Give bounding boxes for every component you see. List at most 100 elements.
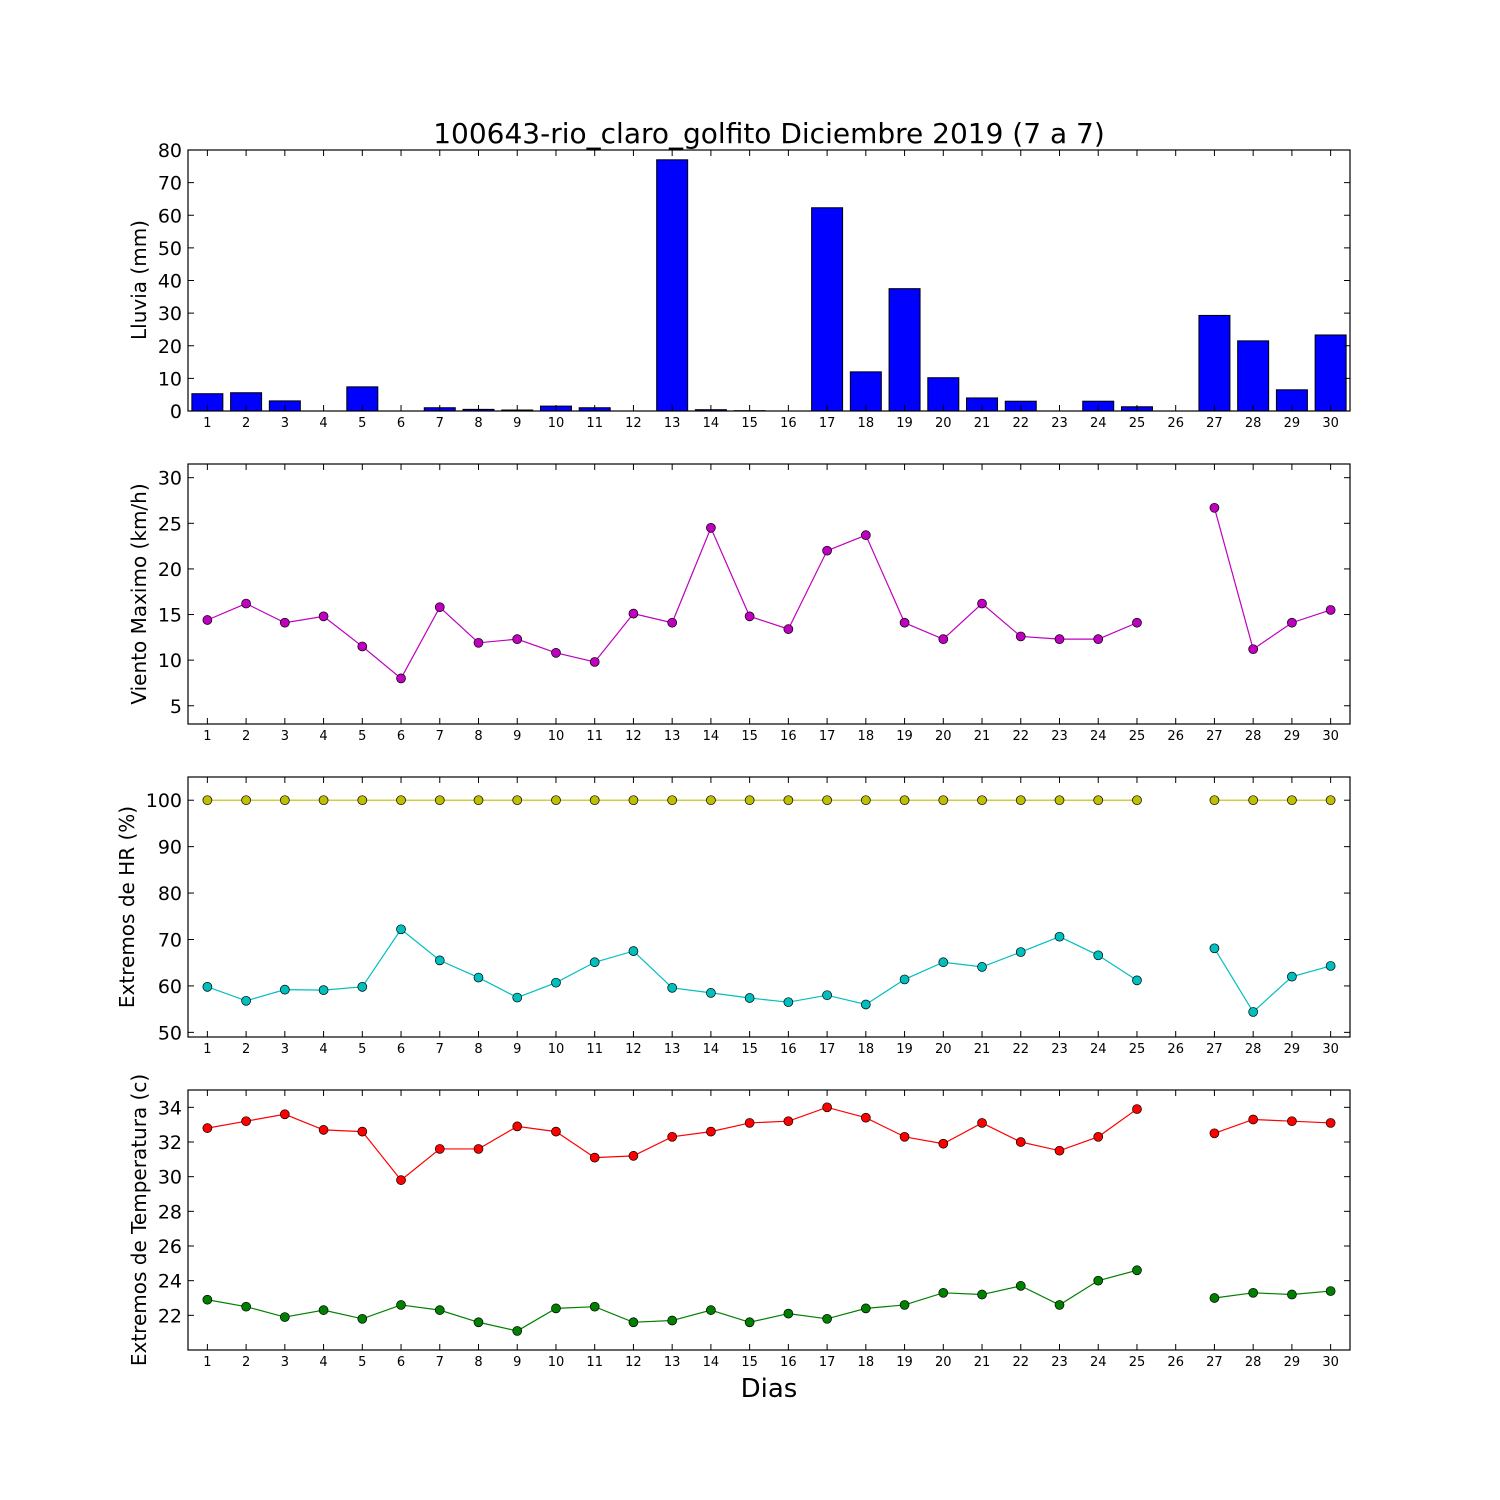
wind-y-tick-label: 15 xyxy=(158,605,182,627)
humidity-series-2-point-day-17 xyxy=(822,990,832,1001)
wind-x-tick-label: 23 xyxy=(1051,729,1068,744)
wind-series-1-point-day-29 xyxy=(1287,617,1297,628)
temperature-series-1-point-day-28 xyxy=(1248,1114,1259,1125)
temperature-series-2-point-day-25 xyxy=(1132,1265,1142,1276)
wind-x-tick-label: 28 xyxy=(1245,729,1262,744)
temperature-series-1-point-day-7 xyxy=(434,1144,445,1154)
humidity-x-tick-label: 2 xyxy=(242,1042,250,1057)
humidity-series-1-point-day-15 xyxy=(744,795,755,806)
temperature-x-tick-label: 13 xyxy=(664,1355,681,1370)
temperature-series-2-line-2 xyxy=(1214,1290,1331,1299)
humidity-series-1-point-day-18 xyxy=(860,795,871,806)
humidity-series-2-point-day-22 xyxy=(1015,947,1026,957)
temperature-series-1-point-day-10 xyxy=(551,1126,561,1137)
humidity-series-1-point-day-24 xyxy=(1093,795,1104,806)
rain-x-tick-label: 21 xyxy=(974,416,991,431)
humidity-series-1-point-day-3 xyxy=(279,795,290,806)
temperature-x-tick-label: 30 xyxy=(1322,1355,1339,1370)
panel-humidity: Extremos de HR (%) 1 2 3 4 5 6 7 8 9 10 11 12 13 14 15… xyxy=(115,776,1351,1057)
wind-series-1-point-day-24 xyxy=(1093,634,1104,645)
wind-x-tick-label: 12 xyxy=(625,729,642,744)
rain-x-tick-label: 16 xyxy=(780,416,797,431)
wind-x-tick-label: 15 xyxy=(741,729,758,744)
wind-series-1-point-day-27 xyxy=(1209,502,1220,513)
humidity-y-tick-label: 50 xyxy=(158,1022,182,1044)
wind-series-1-point-day-14 xyxy=(706,523,716,533)
temperature-series-1-point-day-5 xyxy=(357,1126,368,1137)
humidity-y-tick-label: 80 xyxy=(158,883,182,905)
rain-bar-day-30 xyxy=(1314,334,1347,412)
rain-x-tick-label: 20 xyxy=(935,416,952,431)
humidity-series-2-line-2 xyxy=(1213,948,1331,1013)
wind-series-1-point-day-15 xyxy=(744,611,755,622)
temperature-y-tick-label: 32 xyxy=(158,1132,182,1154)
wind-x-tick-label: 26 xyxy=(1167,729,1184,744)
rain-y-tick-label: 10 xyxy=(158,368,182,390)
wind-x-tick-label: 14 xyxy=(703,729,720,744)
temperature-series-1-point-day-21 xyxy=(977,1118,987,1128)
temperature-series-2-point-day-22 xyxy=(1015,1281,1026,1291)
temperature-x-tick-label: 28 xyxy=(1245,1355,1262,1370)
temperature-series-2-point-day-3 xyxy=(279,1312,290,1322)
wind-x-tick-label: 30 xyxy=(1322,729,1339,744)
humidity-series-2-point-day-13 xyxy=(667,982,678,993)
temperature-series-2-point-day-29 xyxy=(1287,1289,1297,1300)
humidity-x-tick-label: 25 xyxy=(1129,1042,1146,1057)
temperature-y-tick-label: 34 xyxy=(158,1097,182,1119)
wind-x-tick-label: 5 xyxy=(358,729,366,744)
wind-x-tick-label: 8 xyxy=(474,729,482,744)
humidity-series-2-point-day-9 xyxy=(512,992,523,1003)
temperature-series-1-point-day-1 xyxy=(202,1123,213,1133)
temperature-series-1-point-day-3 xyxy=(279,1109,290,1120)
humidity-x-tick-label: 22 xyxy=(1012,1042,1029,1057)
temperature-x-tick-label: 17 xyxy=(819,1355,836,1370)
wind-series-1-point-day-8 xyxy=(473,637,484,648)
rain-x-tick-label: 7 xyxy=(436,416,444,431)
temperature-series-1-point-day-9 xyxy=(512,1121,523,1132)
humidity-series-1-point-day-5 xyxy=(357,795,368,806)
rain-bar-day-19 xyxy=(888,288,921,412)
humidity-series-2-point-day-7 xyxy=(434,955,445,966)
humidity-series-1-point-day-20 xyxy=(938,795,949,806)
temperature-series-1-point-day-23 xyxy=(1054,1145,1065,1156)
temperature-series-1-point-day-2 xyxy=(241,1116,251,1127)
temperature-plot-frame xyxy=(187,1089,1351,1351)
panel-wind: Viento Maximo (km/h) 1 2 3 4 5 6 7 8 9 10 11 12 13 14… xyxy=(127,463,1351,744)
wind-series-1-point-day-10 xyxy=(551,647,561,658)
wind-x-tick-label: 10 xyxy=(548,729,565,744)
wind-series-1-point-day-3 xyxy=(279,617,290,628)
wind-series-1-point-day-6 xyxy=(396,673,406,684)
humidity-series-1-point-day-30 xyxy=(1325,795,1336,806)
temperature-x-tick-label: 16 xyxy=(780,1355,797,1370)
humidity-x-tick-label: 29 xyxy=(1284,1042,1301,1057)
humidity-y-tick-label: 100 xyxy=(146,790,182,812)
temperature-series-1-point-day-15 xyxy=(744,1118,755,1128)
rain-x-tick-label: 30 xyxy=(1322,416,1339,431)
rain-bar-day-27 xyxy=(1198,314,1231,412)
humidity-x-tick-label: 23 xyxy=(1051,1042,1068,1057)
humidity-series-1-point-day-23 xyxy=(1054,795,1065,806)
temperature-x-tick-label: 15 xyxy=(741,1355,758,1370)
humidity-series-2-point-day-24 xyxy=(1093,950,1104,961)
temperature-series-1-point-day-12 xyxy=(628,1151,639,1161)
wind-x-tick-label: 1 xyxy=(203,729,211,744)
humidity-series-1-point-day-11 xyxy=(589,795,600,806)
wind-series-1-point-day-1 xyxy=(202,615,213,625)
temperature-y-tick-label: 28 xyxy=(158,1201,182,1223)
humidity-series-1-point-day-14 xyxy=(706,795,716,806)
wind-series-1-point-day-16 xyxy=(783,624,794,634)
temperature-series-1-line-2 xyxy=(1214,1118,1331,1134)
temperature-series-2-point-day-16 xyxy=(783,1308,794,1319)
rain-y-tick-label: 70 xyxy=(158,173,182,195)
humidity-series-1-point-day-10 xyxy=(551,795,561,806)
wind-series-1-point-day-11 xyxy=(589,657,600,667)
humidity-series-1-point-day-1 xyxy=(202,795,213,806)
temperature-x-tick-label: 14 xyxy=(703,1355,720,1370)
humidity-series-2-point-day-20 xyxy=(938,957,949,968)
temperature-series-1-point-day-20 xyxy=(938,1138,949,1149)
rain-x-tick-label: 15 xyxy=(741,416,758,431)
humidity-series-2-point-day-10 xyxy=(551,977,561,988)
humidity-plot-frame xyxy=(187,776,1351,1038)
wind-series-1-point-day-20 xyxy=(938,634,949,645)
